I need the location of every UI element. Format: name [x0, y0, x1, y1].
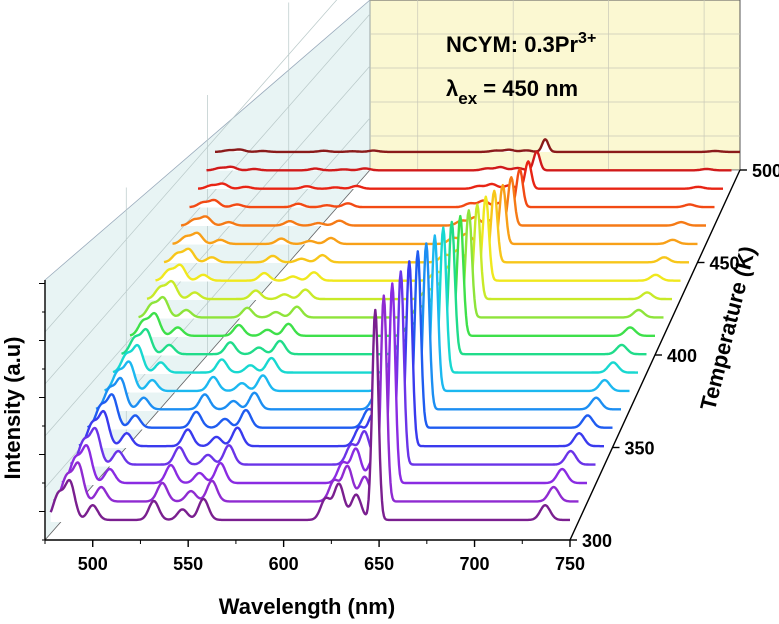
spectrum-line-460K: [180, 175, 707, 227]
z-tick-label: 500: [752, 161, 779, 181]
spectrum-line-500K: [214, 138, 741, 154]
spectrum-line-490K: [206, 150, 732, 172]
spectrum-line-350K: [87, 250, 613, 429]
z-tick-label: 450: [709, 254, 739, 274]
spectrum-line-320K: [61, 282, 588, 485]
spectrum-line-310K: [53, 294, 579, 503]
x-tick-label: 750: [555, 554, 585, 574]
x-tick-label: 700: [460, 554, 490, 574]
left-wall-gridline: [44, 65, 371, 437]
x-tick-label: 600: [269, 554, 299, 574]
series-layer: [49, 138, 741, 522]
spectrum-line-480K: [197, 160, 724, 190]
walls-grid: [44, 0, 740, 540]
annotation-line1: NCYM: 0.3Pr3+: [446, 30, 596, 57]
x-tick-label: 650: [364, 554, 394, 574]
spectrum-line-330K: [70, 270, 596, 466]
spectrum-line-300K: [49, 308, 571, 522]
left-wall-gridline: [44, 0, 338, 333]
axes-layer: 500 550 600 650 700 750 300 350 400 450 500: [39, 161, 779, 574]
spectrum-line-470K: [189, 168, 715, 209]
annotation-line2: λex = 450 nm: [446, 76, 578, 108]
z-tick-label: 400: [667, 346, 697, 366]
left-wall-gridline: [44, 13, 371, 385]
x-tick-label: 550: [173, 554, 203, 574]
spectrum-line-360K: [95, 242, 622, 411]
x-tick-label: 500: [78, 554, 108, 574]
spectrum-line-370K: [104, 234, 630, 393]
z-tick-label: 300: [582, 531, 612, 551]
x-axis-title: Wavelength (nm): [219, 594, 395, 619]
z-tick-label: 350: [624, 439, 654, 459]
spectrum-line-340K: [78, 260, 605, 448]
y-axis-title: Intensity (a.u): [0, 336, 25, 479]
